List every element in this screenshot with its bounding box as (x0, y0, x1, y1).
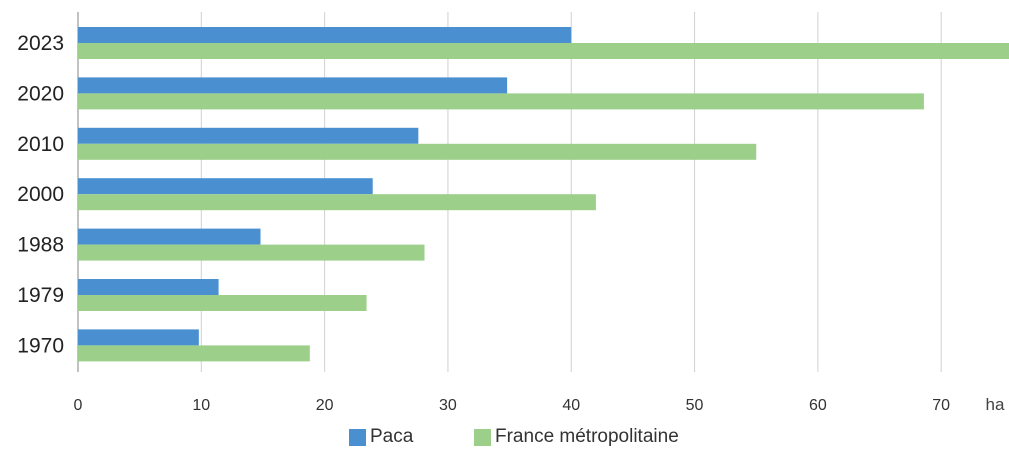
legend: Paca France métropolitaine (0, 426, 1009, 455)
category-label: 1979 (17, 284, 64, 307)
x-unit-label: ha (986, 395, 1005, 414)
legend-swatch-france (474, 428, 491, 446)
x-tick-label: 0 (74, 397, 83, 414)
x-tick-label: 50 (686, 397, 704, 414)
bar-paca-2023 (78, 27, 572, 43)
category-label: 2000 (17, 183, 64, 206)
bar-france-2010 (78, 143, 757, 160)
bar-paca-1979 (78, 279, 219, 295)
x-tick-label: 60 (809, 397, 827, 414)
legend-swatch-paca (349, 428, 366, 446)
legend-label-france: France métropolitaine (495, 426, 679, 447)
bar-france-2000 (78, 194, 596, 211)
x-tick-label: 10 (192, 397, 210, 414)
x-tick-label: 20 (316, 397, 334, 414)
legend-item-paca: Paca (349, 426, 413, 448)
gridlines (77, 12, 942, 372)
bar-paca-2000 (78, 178, 373, 195)
bar-france-1988 (78, 244, 425, 261)
category-label: 1988 (17, 234, 64, 257)
bar-france-1979 (78, 295, 367, 311)
bars (78, 27, 1009, 362)
bar-paca-1988 (78, 228, 261, 245)
x-tick-label: 30 (439, 397, 457, 414)
legend-label-paca: Paca (370, 426, 414, 447)
bar-paca-2020 (78, 77, 508, 94)
bar-paca-2010 (78, 127, 419, 144)
category-label: 2010 (17, 133, 64, 156)
bar-chart: 2023 2020 2010 2000 1988 1979 1970 0 10 20 30 40 50… (17, 12, 1009, 414)
category-label: 2020 (17, 82, 64, 105)
legend-item-france: France métropolitaine (474, 426, 679, 448)
category-label: 2023 (17, 32, 64, 55)
bar-paca-1970 (78, 329, 199, 346)
bar-france-1970 (78, 345, 310, 362)
bar-france-2020 (78, 93, 924, 110)
category-label: 1970 (17, 334, 64, 357)
x-tick-labels: 0 10 20 30 40 50 60 70 (74, 397, 951, 414)
bar-france-2023 (78, 43, 1009, 59)
category-labels: 2023 2020 2010 2000 1988 1979 1970 (17, 32, 64, 357)
x-tick-label: 70 (932, 397, 950, 414)
x-tick-label: 40 (562, 397, 580, 414)
